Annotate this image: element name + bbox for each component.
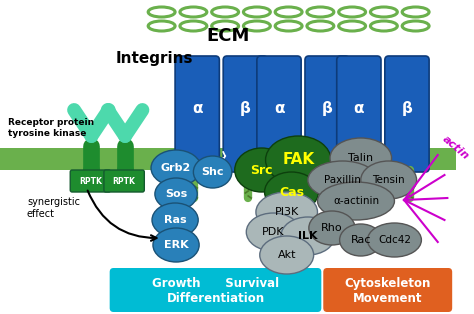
Text: FAK: FAK xyxy=(282,153,314,167)
Text: Ras: Ras xyxy=(164,215,186,225)
FancyBboxPatch shape xyxy=(109,268,321,312)
Text: RPTK: RPTK xyxy=(113,177,136,187)
FancyBboxPatch shape xyxy=(257,56,301,172)
Text: PDK: PDK xyxy=(262,227,284,237)
Text: Cas: Cas xyxy=(279,186,304,198)
Text: Talin: Talin xyxy=(348,153,374,163)
Text: ECM: ECM xyxy=(206,27,250,45)
Ellipse shape xyxy=(235,148,289,192)
Text: Cytoskeleton
Movement: Cytoskeleton Movement xyxy=(345,277,431,305)
Text: Paxillin: Paxillin xyxy=(324,175,361,185)
Text: Akt: Akt xyxy=(277,250,296,260)
Text: Integrins: Integrins xyxy=(115,51,193,66)
Text: β: β xyxy=(401,101,412,116)
Text: Cdc42: Cdc42 xyxy=(378,235,411,245)
Text: ILK: ILK xyxy=(298,231,318,241)
Text: Sos: Sos xyxy=(165,189,187,199)
Text: α: α xyxy=(354,101,364,116)
Text: actin: actin xyxy=(441,134,471,162)
Ellipse shape xyxy=(155,178,197,210)
Text: Src: Src xyxy=(250,164,273,176)
FancyBboxPatch shape xyxy=(305,56,349,172)
FancyBboxPatch shape xyxy=(175,56,219,172)
Text: Receptor protein
tyrosine kinase: Receptor protein tyrosine kinase xyxy=(8,118,94,138)
Ellipse shape xyxy=(281,217,335,255)
Text: Growth      Survival
Differentiation: Growth Survival Differentiation xyxy=(152,277,279,305)
FancyBboxPatch shape xyxy=(0,148,456,170)
Ellipse shape xyxy=(151,150,201,186)
Text: Grb2: Grb2 xyxy=(161,163,191,173)
FancyBboxPatch shape xyxy=(385,56,429,172)
Text: Rac: Rac xyxy=(351,235,371,245)
Ellipse shape xyxy=(318,182,394,220)
Ellipse shape xyxy=(309,211,355,245)
Ellipse shape xyxy=(153,228,199,262)
Text: ERK: ERK xyxy=(164,240,188,250)
Text: PI3K: PI3K xyxy=(274,207,299,217)
FancyBboxPatch shape xyxy=(323,268,452,312)
Text: β: β xyxy=(240,101,251,116)
Ellipse shape xyxy=(330,138,392,178)
Ellipse shape xyxy=(339,224,382,256)
Text: α: α xyxy=(274,101,284,116)
Ellipse shape xyxy=(260,236,314,274)
Text: Shc: Shc xyxy=(201,167,224,177)
Ellipse shape xyxy=(265,136,331,184)
FancyBboxPatch shape xyxy=(104,170,144,192)
Ellipse shape xyxy=(264,172,319,212)
Text: β: β xyxy=(322,101,333,116)
Text: α: α xyxy=(192,101,202,116)
Ellipse shape xyxy=(193,156,232,188)
Ellipse shape xyxy=(308,161,377,199)
Text: RPTK: RPTK xyxy=(79,177,102,187)
FancyBboxPatch shape xyxy=(70,170,110,192)
FancyBboxPatch shape xyxy=(223,56,267,172)
Ellipse shape xyxy=(246,213,300,251)
Ellipse shape xyxy=(367,223,421,257)
Ellipse shape xyxy=(361,161,417,199)
Text: synergistic
effect: synergistic effect xyxy=(27,197,80,219)
Text: α-actinin: α-actinin xyxy=(333,196,379,206)
Text: Rho: Rho xyxy=(321,223,343,233)
Ellipse shape xyxy=(256,192,318,232)
Ellipse shape xyxy=(152,203,198,237)
Text: Tensin: Tensin xyxy=(373,175,405,185)
FancyBboxPatch shape xyxy=(337,56,381,172)
